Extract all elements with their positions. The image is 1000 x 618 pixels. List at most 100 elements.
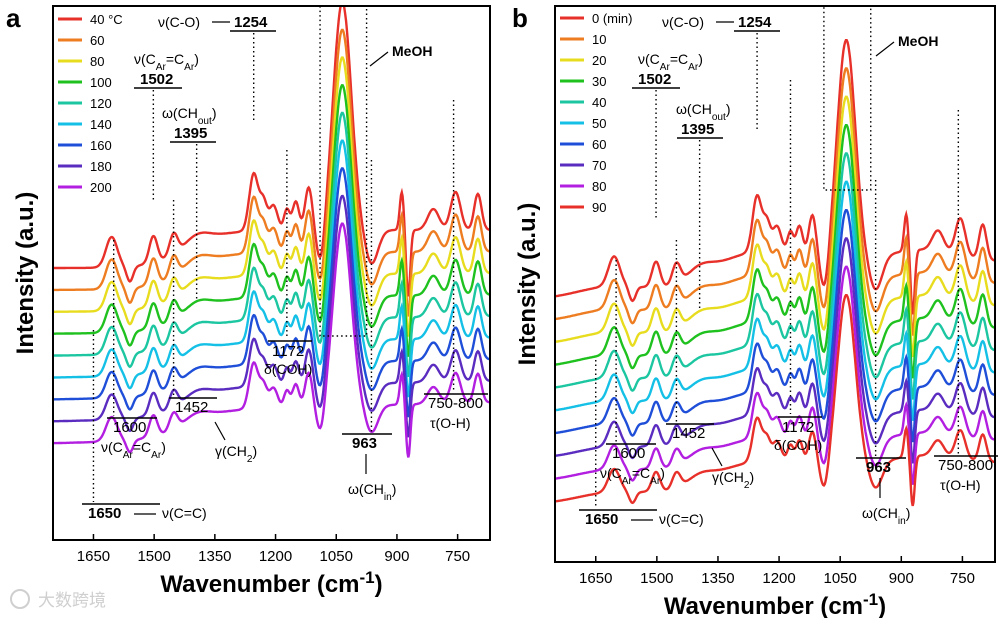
legend-entry: 160 bbox=[90, 138, 112, 153]
peak-label-1650: 1650 bbox=[88, 505, 121, 522]
legend-entry: 180 bbox=[90, 159, 112, 174]
meoh-region-box bbox=[319, 5, 368, 337]
spectrum-line-9 bbox=[555, 294, 995, 507]
legend-entry: 120 bbox=[90, 96, 112, 111]
arrow bbox=[711, 447, 723, 467]
arrow bbox=[214, 421, 226, 441]
x-tick-label: 1050 bbox=[823, 570, 856, 587]
legend-entry: 20 bbox=[592, 53, 606, 68]
legend-entry: 80 bbox=[90, 54, 104, 69]
peak-label-750-800: 750-800 bbox=[938, 457, 993, 474]
spectrum-line-2 bbox=[53, 56, 490, 337]
x-tick-label: 1350 bbox=[198, 548, 231, 565]
annotation-omega-chin: ω(CHin) bbox=[348, 481, 396, 503]
spectrum-line-7 bbox=[53, 194, 490, 438]
peak-label-1172: 1172 bbox=[782, 419, 814, 436]
peak-label-750-800: 750-800 bbox=[428, 395, 483, 412]
x-axis-label: Wavenumber (cm-1) bbox=[160, 568, 382, 599]
x-tick-label: 900 bbox=[384, 548, 409, 565]
annotation-nu-car: ν(CAr=CAr) bbox=[638, 51, 703, 73]
spectrum-line-6 bbox=[53, 167, 490, 418]
legend-entry: 30 bbox=[592, 74, 606, 89]
spectrum-line-1 bbox=[555, 67, 995, 336]
x-tick-label: 1500 bbox=[640, 570, 673, 587]
peak-label-1395: 1395 bbox=[174, 125, 207, 142]
peak-label-963: 963 bbox=[866, 459, 891, 476]
legend-entry: 140 bbox=[90, 117, 112, 132]
annotation-gamma-ch2: γ(CH2) bbox=[215, 443, 257, 465]
legend-entry: 70 bbox=[592, 158, 606, 173]
panel-label: a bbox=[6, 3, 21, 33]
x-tick-label: 750 bbox=[950, 570, 975, 587]
spectrum-line-3 bbox=[53, 84, 490, 357]
spectrum-line-5 bbox=[53, 139, 490, 398]
legend: 40 °C 60 80 100 120 140 160 180 200 bbox=[58, 12, 123, 195]
spectrum-line-8 bbox=[555, 265, 995, 485]
x-tick-label: 1500 bbox=[137, 548, 170, 565]
annotation-nu-cc: ν(C=C) bbox=[659, 511, 704, 527]
peak-label-1452: 1452 bbox=[672, 425, 705, 442]
x-tick-label: 750 bbox=[445, 548, 470, 565]
spectrum-line-4 bbox=[555, 152, 995, 400]
peak-label-1650: 1650 bbox=[585, 511, 618, 528]
annotation-nu-car-2: ν(CAr=CAr) bbox=[600, 465, 665, 487]
arrow bbox=[369, 51, 389, 67]
y-axis-label: Intensity (a.u.) bbox=[514, 203, 541, 366]
annotation-gamma-ch2: γ(CH2) bbox=[712, 469, 754, 491]
annotation-meoh: MeOH bbox=[898, 33, 938, 49]
spectra-group bbox=[555, 39, 995, 507]
legend-entry: 10 bbox=[592, 32, 606, 47]
x-axis-label: Wavenumber (cm-1) bbox=[664, 590, 886, 618]
annotation-nu-cc: ν(C=C) bbox=[162, 505, 207, 521]
annotation-meoh: MeOH bbox=[392, 43, 432, 59]
spectrum-line-0 bbox=[555, 39, 995, 315]
legend-entry: 90 bbox=[592, 200, 606, 215]
x-tick-label: 1200 bbox=[762, 570, 795, 587]
peak-label-1600: 1600 bbox=[113, 419, 146, 436]
x-tick-label: 1650 bbox=[77, 548, 110, 565]
legend-entry: 100 bbox=[90, 75, 112, 90]
annotation-omega-chout: ω(CHout) bbox=[162, 105, 217, 127]
annotation-omega-chin: ω(CHin) bbox=[862, 505, 910, 527]
x-tick-label: 1050 bbox=[320, 548, 353, 565]
meoh-region-box bbox=[823, 5, 872, 191]
watermark-logo-icon bbox=[10, 589, 30, 609]
peak-label-963: 963 bbox=[352, 435, 377, 452]
legend-entry: 40 bbox=[592, 95, 606, 110]
spectrum-line-3 bbox=[555, 124, 995, 379]
legend-entry: 0 (min) bbox=[592, 11, 632, 26]
annotation-tau-oh: τ(O-H) bbox=[430, 415, 471, 431]
annotation-nu-car: ν(CAr=CAr) bbox=[134, 51, 199, 73]
peak-label-1502: 1502 bbox=[638, 71, 671, 88]
plot-frame bbox=[554, 5, 996, 563]
x-tick-label: 1650 bbox=[579, 570, 612, 587]
annotation-nu-co: ν(C-O) bbox=[158, 14, 200, 30]
y-axis-label: Intensity (a.u.) bbox=[12, 192, 39, 355]
spectrum-line-2 bbox=[555, 95, 995, 358]
annotation-nu-co: ν(C-O) bbox=[662, 14, 704, 30]
spectrum-line-1 bbox=[53, 28, 490, 317]
peak-label-1502: 1502 bbox=[140, 71, 173, 88]
annotation-tau-oh: τ(O-H) bbox=[940, 477, 981, 493]
annotation-delta-coh: δ(COH) bbox=[264, 361, 312, 377]
panel-a: 1650 1500 1350 1200 1050 900 750 Wavenumber (cm… bbox=[6, 3, 491, 599]
spectrum-line-7 bbox=[555, 237, 995, 464]
spectrum-line-0 bbox=[53, 6, 490, 297]
spectrum-line-4 bbox=[53, 111, 490, 378]
legend-entry: 60 bbox=[90, 33, 104, 48]
panel-label: b bbox=[512, 3, 528, 33]
watermark-text: 大数跨境 bbox=[38, 591, 106, 610]
peak-label-1600: 1600 bbox=[612, 445, 645, 462]
x-tick-label: 1200 bbox=[259, 548, 292, 565]
x-tick-label: 900 bbox=[889, 570, 914, 587]
annotation-nu-car-2: ν(CAr=CAr) bbox=[101, 439, 166, 461]
annotation-omega-chout: ω(CHout) bbox=[676, 101, 731, 123]
spectrum-line-6 bbox=[555, 209, 995, 443]
legend-entry: 200 bbox=[90, 180, 112, 195]
watermark: 大数跨境 bbox=[10, 589, 106, 610]
peak-label-1254: 1254 bbox=[234, 14, 268, 31]
legend-entry: 80 bbox=[592, 179, 606, 194]
peak-label-1172: 1172 bbox=[272, 343, 304, 360]
